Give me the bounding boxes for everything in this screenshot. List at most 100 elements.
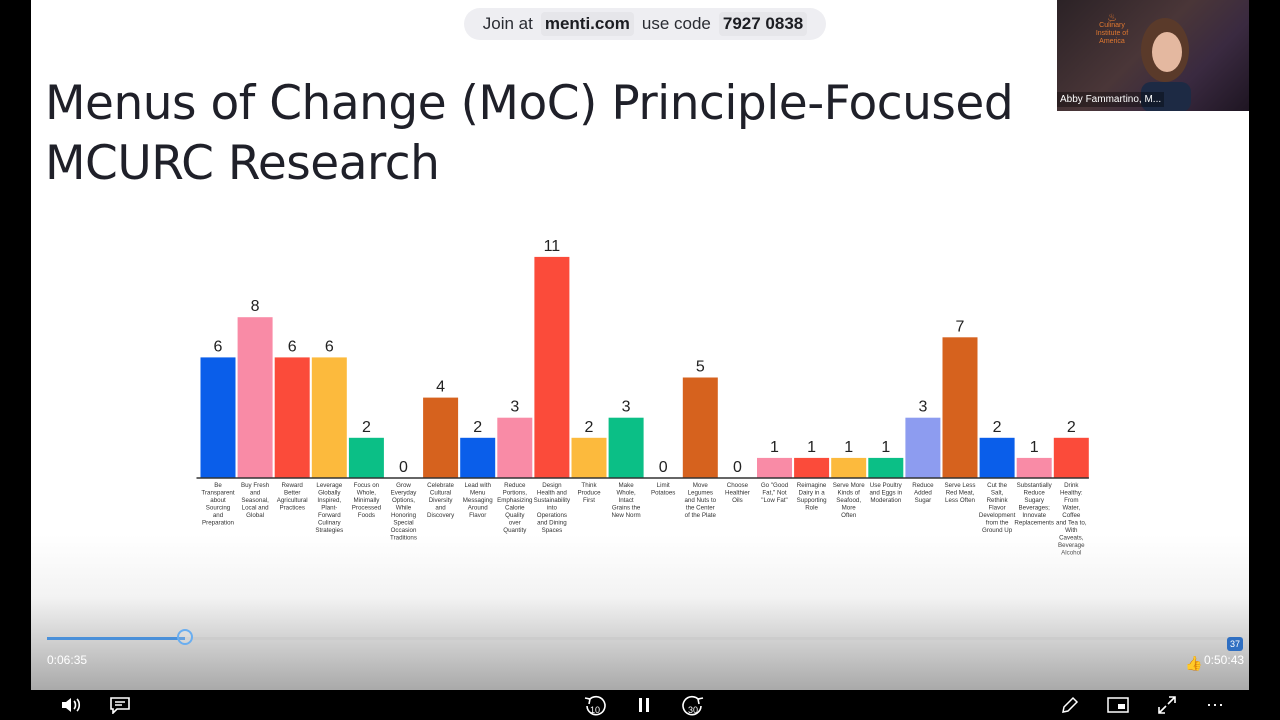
bar-10 [534, 256, 570, 478]
volume-icon[interactable] [58, 690, 84, 720]
bar-18 [831, 457, 867, 478]
category-label: Choose Healthier Oils [725, 482, 750, 504]
bar-value-label: 7 [956, 318, 965, 335]
category-label: Drink Healthy: From Water, Coffee and Tea to,… [1056, 482, 1087, 557]
bar-value-label: 1 [807, 439, 816, 456]
remaining-time: 0:50:43 [1204, 653, 1245, 667]
captions-icon[interactable] [108, 690, 132, 720]
category-label: Think Produce First [577, 482, 601, 504]
category-label: Make Whole, Intact Grains the New Norm [611, 482, 640, 519]
bar-value-label: 8 [251, 298, 260, 315]
join-site: menti.com [540, 12, 634, 36]
bar-11 [571, 437, 607, 478]
svg-text:10: 10 [590, 705, 600, 715]
bar-1 [200, 357, 236, 478]
bar-value-label: 6 [325, 338, 334, 355]
bar-3 [274, 357, 310, 478]
participant-avatar [1141, 18, 1191, 111]
category-label: Reimagine Dairy in a Supporting Role [797, 482, 827, 512]
bar-value-label: 0 [659, 459, 668, 476]
bar-value-label: 6 [288, 338, 297, 355]
join-code: 7927 0838 [718, 12, 808, 36]
bar-value-label: 1 [770, 439, 779, 456]
category-label: Substantially Reduce Sugary Beverages; Innov… [1014, 482, 1054, 527]
bar-value-label: 2 [1067, 419, 1076, 436]
participant-video[interactable]: ♨ Culinary Institute of America Abby Fam… [1057, 0, 1249, 111]
category-label: Serve More Kinds of Seafood, More Often [833, 482, 866, 519]
bar-value-label: 2 [993, 419, 1002, 436]
bar-value-label: 6 [214, 338, 223, 355]
bar-value-label: 1 [881, 439, 890, 456]
bar-21 [942, 337, 978, 478]
bar-5 [348, 437, 384, 478]
slide-title: Menus of Change (MoC) Principle-Focused … [45, 74, 1065, 194]
svg-text:30: 30 [688, 705, 698, 715]
bar-22 [979, 437, 1015, 478]
bar-chart: 6 Be Transparent about Sourcing and Preparatio… [196, 238, 1089, 557]
category-label: Limit Potatoes [651, 482, 675, 497]
bar-14 [682, 377, 718, 478]
bar-2 [237, 317, 273, 478]
bar-value-label: 4 [436, 379, 445, 396]
bar-12 [608, 417, 644, 478]
category-label: Grow Everyday Options, While Honoring Special… [390, 482, 417, 542]
category-label: Focus on Whole, Minimally Processed Foods [352, 482, 382, 519]
category-label: Celebrate Cultural Diversity and Discovery [427, 482, 455, 519]
join-instructions: Join at menti.com use code 7927 0838 [464, 8, 826, 40]
rewind-10-button[interactable]: 10 [582, 690, 608, 720]
category-label: Use Poultry and Eggs in Moderation [869, 482, 902, 504]
category-label: Reduce Portions, Emphasizing Calorie Quality… [497, 482, 533, 534]
bar-16 [757, 457, 792, 478]
fullscreen-icon[interactable] [1155, 690, 1179, 720]
join-prefix: Join at [482, 14, 533, 33]
bar-23 [1016, 457, 1052, 478]
bar-value-label: 1 [1030, 439, 1039, 456]
bar-value-label: 3 [510, 399, 519, 416]
bar-value-label: 0 [733, 459, 742, 476]
bar-value-label: 2 [585, 419, 594, 436]
bar-19 [868, 457, 904, 478]
progress-fill [47, 637, 185, 640]
progress-scrubber[interactable] [176, 629, 193, 645]
bar-value-label: 2 [473, 419, 482, 436]
bar-7 [423, 397, 459, 478]
category-label: Buy Fresh and Seasonal, Local and Global [241, 482, 270, 519]
bar-value-label: 5 [696, 359, 705, 376]
notification-badge: 37 [1227, 637, 1243, 651]
bar-value-label: 1 [844, 439, 853, 456]
player-controls: 10 30 ⋯ [0, 690, 1280, 720]
category-label: Lead with Menu Messaging Around Flavor [463, 482, 493, 519]
category-label: Move Legumes and Nuts to the Center of the P… [684, 482, 716, 519]
thumbs-up-icon[interactable]: 👍 [1185, 655, 1203, 671]
participant-name: Abby Fammartino, M... [1057, 92, 1165, 107]
slide-title-line1: Menus of Change (MoC) Principle-Focused [45, 76, 1014, 131]
pen-icon[interactable] [1058, 690, 1082, 720]
slide-title-line2: MCURC Research [45, 136, 440, 191]
bar-9 [497, 417, 533, 478]
category-label: Leverage Globally Inspired, Plant-Forward Cu… [315, 482, 343, 534]
bar-value-label: 0 [399, 459, 408, 476]
category-label: Be Transparent about Sourcing and Preparation [201, 482, 234, 527]
more-options-icon[interactable]: ⋯ [1206, 694, 1224, 715]
bar-8 [460, 437, 496, 478]
category-label: Reward Better Agricultural Practices [277, 482, 308, 512]
forward-30-button[interactable]: 30 [680, 690, 706, 720]
picture-in-picture-icon[interactable] [1106, 690, 1130, 720]
bar-value-label: 11 [544, 238, 561, 255]
bar-value-label: 2 [362, 419, 371, 436]
join-middle: use code [641, 14, 711, 33]
category-label: Go "Good Fat," Not "Low Fat" [761, 482, 789, 504]
category-label: Design Health and Sustainability into Operat… [534, 482, 571, 534]
bar-value-label: 3 [918, 399, 927, 416]
bar-4 [311, 357, 347, 478]
progress-track[interactable] [47, 637, 1243, 640]
elapsed-time: 0:06:35 [47, 653, 88, 667]
category-label: Cut the Salt, Rethink Flavor Development from… [979, 482, 1016, 534]
bar-value-label: 3 [622, 399, 631, 416]
category-label: Serve Less Red Meat, Less Often [945, 482, 976, 504]
cia-logo: ♨ Culinary Institute of America [1095, 12, 1129, 46]
bar-24 [1053, 437, 1089, 478]
pause-button[interactable] [634, 690, 654, 720]
bar-20 [905, 417, 941, 478]
category-label: Reduce Added Sugar [912, 482, 934, 504]
